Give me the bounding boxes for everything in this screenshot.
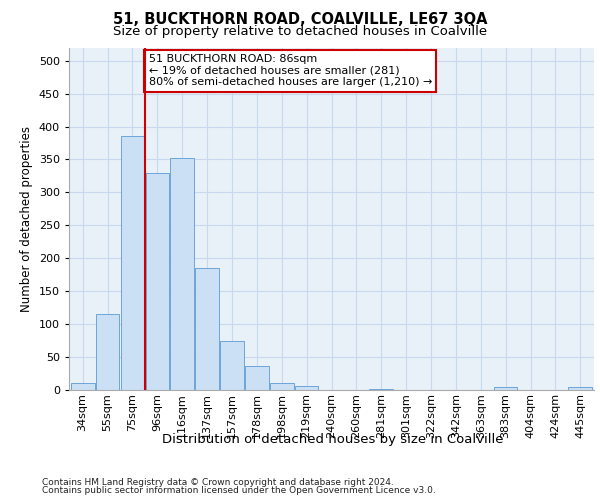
Bar	[295, 386, 319, 390]
Bar	[220, 340, 244, 390]
Text: 51 BUCKTHORN ROAD: 86sqm
← 19% of detached houses are smaller (281)
80% of semi-: 51 BUCKTHORN ROAD: 86sqm ← 19% of detach…	[149, 54, 432, 88]
Bar	[370, 388, 393, 390]
Bar	[71, 384, 95, 390]
Bar	[245, 366, 269, 390]
Text: 51, BUCKTHORN ROAD, COALVILLE, LE67 3QA: 51, BUCKTHORN ROAD, COALVILLE, LE67 3QA	[113, 12, 487, 28]
Bar	[121, 136, 144, 390]
Text: Contains HM Land Registry data © Crown copyright and database right 2024.: Contains HM Land Registry data © Crown c…	[42, 478, 394, 487]
Bar	[170, 158, 194, 390]
Bar	[96, 314, 119, 390]
Text: Contains public sector information licensed under the Open Government Licence v3: Contains public sector information licen…	[42, 486, 436, 495]
Bar	[270, 384, 293, 390]
Bar	[494, 386, 517, 390]
Bar	[195, 268, 219, 390]
Text: Size of property relative to detached houses in Coalville: Size of property relative to detached ho…	[113, 25, 487, 38]
Bar	[146, 172, 169, 390]
Bar	[568, 386, 592, 390]
Y-axis label: Number of detached properties: Number of detached properties	[20, 126, 33, 312]
Text: Distribution of detached houses by size in Coalville: Distribution of detached houses by size …	[162, 432, 504, 446]
